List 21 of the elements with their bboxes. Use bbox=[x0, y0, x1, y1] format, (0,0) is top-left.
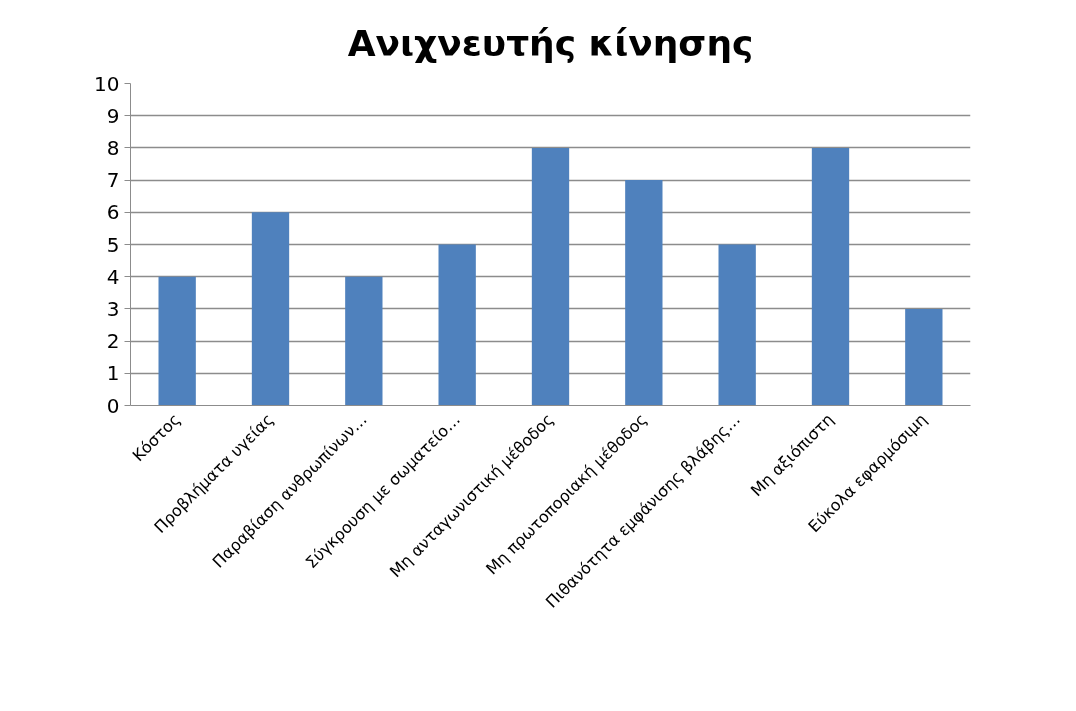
y-tick-label: 1 bbox=[106, 361, 120, 386]
y-tick-label: 4 bbox=[106, 264, 120, 289]
chart-title: Ανιχνευτής κίνησης bbox=[347, 22, 754, 64]
y-tick-label: 6 bbox=[106, 200, 120, 225]
bar bbox=[718, 244, 756, 406]
bar bbox=[158, 276, 196, 406]
bar bbox=[345, 276, 383, 406]
y-tick-label: 5 bbox=[106, 232, 120, 257]
y-tick-label: 7 bbox=[106, 168, 120, 193]
bar bbox=[251, 212, 290, 406]
y-tick-label: 10 bbox=[94, 71, 120, 96]
y-tick-label: 9 bbox=[106, 103, 120, 128]
y-tick-label: 8 bbox=[106, 135, 120, 160]
y-tick-label: 0 bbox=[106, 393, 120, 418]
bar bbox=[531, 147, 570, 406]
bar bbox=[438, 244, 476, 406]
bar bbox=[625, 180, 663, 406]
y-tick-label: 2 bbox=[106, 329, 120, 354]
bar bbox=[905, 308, 943, 406]
bar bbox=[811, 147, 850, 406]
y-tick-label: 3 bbox=[106, 296, 120, 321]
